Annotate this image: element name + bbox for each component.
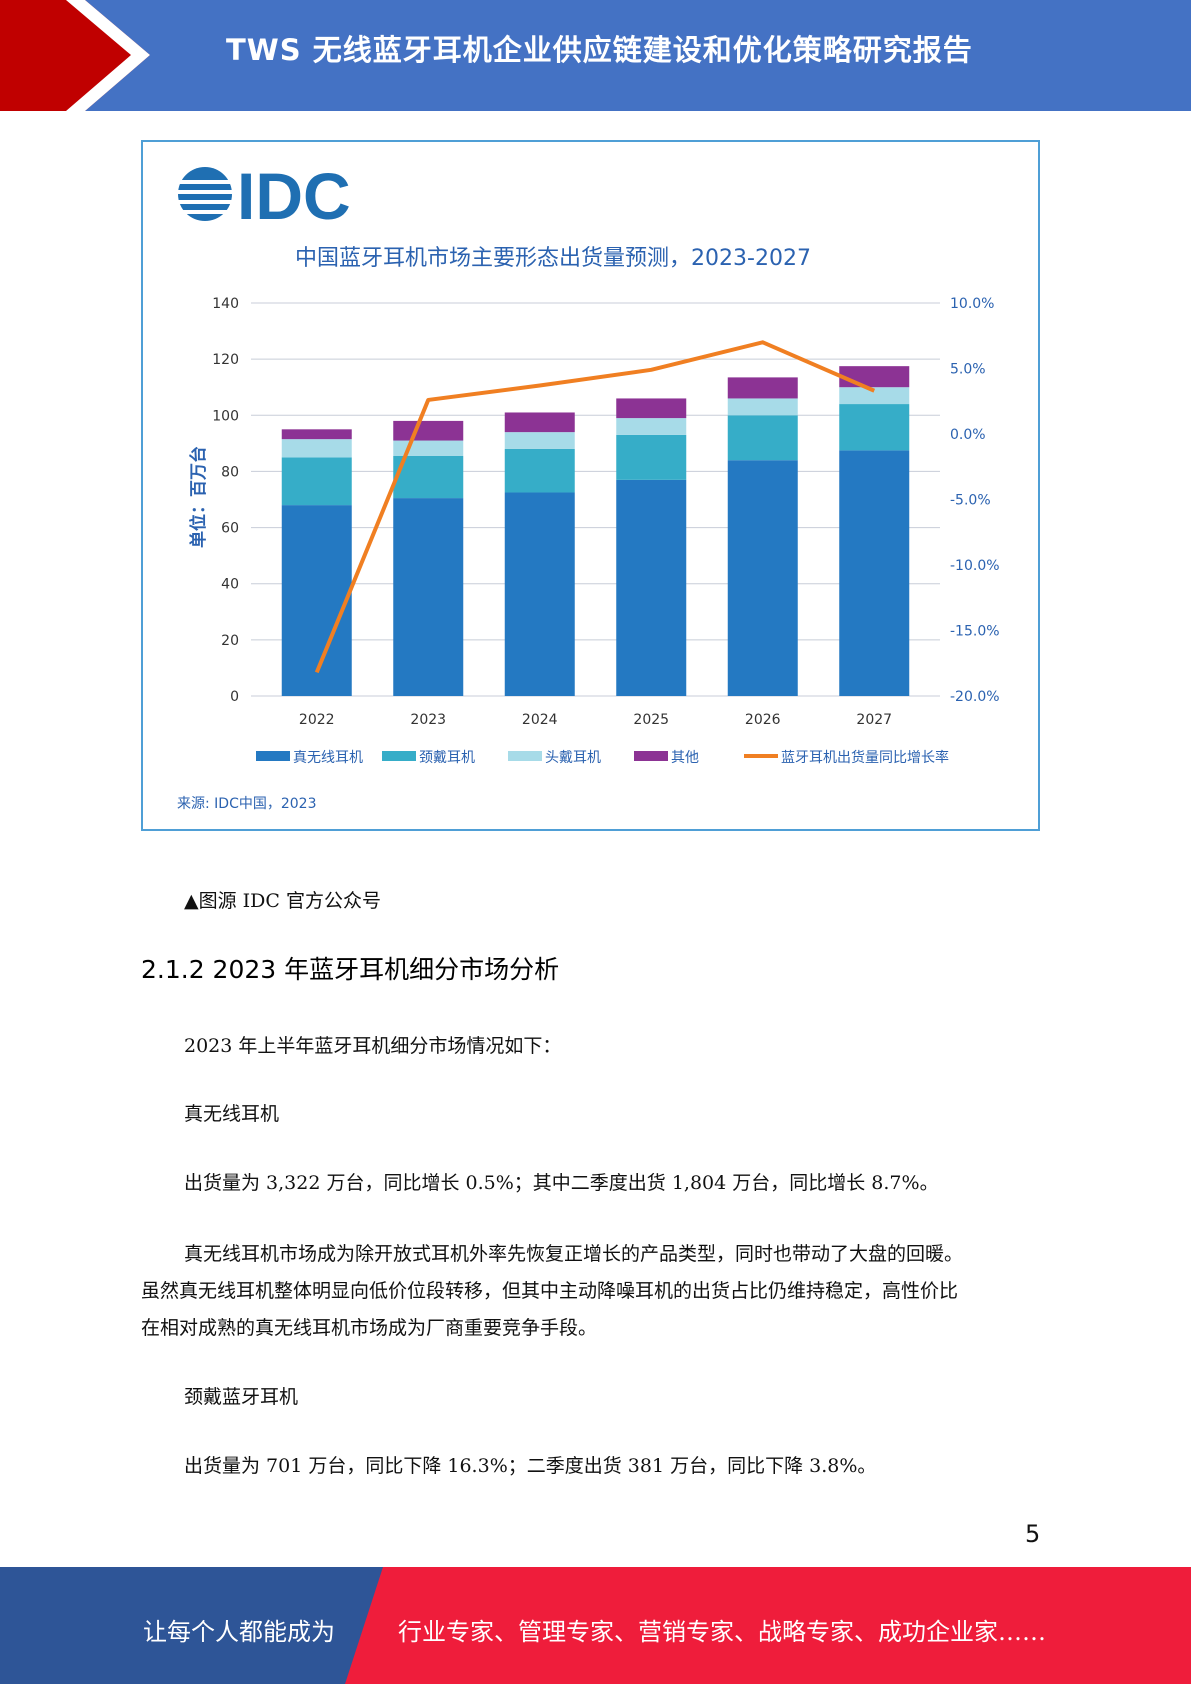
legend-swatch xyxy=(256,751,290,761)
y2-tick-label: -20.0% xyxy=(950,689,1000,705)
bar-segment xyxy=(727,460,798,696)
legend-label: 头戴耳机 xyxy=(545,750,601,766)
bar-series xyxy=(281,366,910,696)
legend-swatch xyxy=(382,751,416,761)
footer-banner: 让每个人都能成为 行业专家、管理专家、营销专家、战略专家、成功企业家…… xyxy=(0,1567,1191,1684)
page-number: 5 xyxy=(1025,1520,1041,1548)
y-tick-label: 120 xyxy=(212,352,239,368)
tws-analysis-paragraph: 真无线耳机市场成为除开放式耳机外率先恢复正增长的产品类型，同时也带动了大盘的回暖… xyxy=(141,1236,1071,1347)
y2-tick-label: -5.0% xyxy=(950,493,991,509)
y-tick-label: 100 xyxy=(212,408,239,424)
growth-line-series xyxy=(314,340,876,674)
subheading-neckband: 颈戴蓝牙耳机 xyxy=(184,1386,299,1408)
bar-segment xyxy=(616,418,687,435)
bar-segment xyxy=(393,455,464,499)
bar-segment xyxy=(393,420,464,441)
bar-segment xyxy=(616,434,687,480)
footer-slogan-left: 让每个人都能成为 xyxy=(143,1618,335,1646)
y2-tick-label: -10.0% xyxy=(950,558,1000,574)
bar-segment xyxy=(281,505,352,696)
y-axis-label: 单位：百万台 xyxy=(188,446,209,548)
bar-segment xyxy=(281,457,352,506)
bar-segment xyxy=(504,412,575,433)
y-tick-label: 60 xyxy=(221,521,239,537)
x-tick-label: 2022 xyxy=(299,712,335,728)
bar-segment xyxy=(839,404,910,451)
subheading-tws: 真无线耳机 xyxy=(184,1103,280,1125)
legend-swatch xyxy=(744,754,778,758)
bar-segment xyxy=(504,492,575,696)
tws-stats-paragraph: 出货量为 3,322 万台，同比增长 0.5%；其中二季度出货 1,804 万台… xyxy=(184,1172,939,1194)
section-heading: 2.1.2 2023 年蓝牙耳机细分市场分析 xyxy=(141,955,560,984)
y2-tick-label: 0.0% xyxy=(950,427,986,443)
idc-chart-figure: IDC 中国蓝牙耳机市场主要形态出货量预测，2023-2027 单位：百万台 0… xyxy=(141,140,1040,831)
y-tick-label: 0 xyxy=(230,689,239,705)
chart-source-note: 来源: IDC中国，2023 xyxy=(177,796,316,812)
idc-logo-icon: IDC xyxy=(176,159,351,233)
y-tick-label: 80 xyxy=(221,464,239,480)
gridlines xyxy=(251,302,940,697)
bar-segment xyxy=(281,439,352,458)
y-tick-label: 140 xyxy=(212,296,239,312)
y-tick-label: 40 xyxy=(221,577,239,593)
legend-swatch xyxy=(634,751,668,761)
bar-segment xyxy=(504,448,575,493)
chart-title: 中国蓝牙耳机市场主要形态出货量预测，2023-2027 xyxy=(295,246,811,271)
bar-segment xyxy=(281,429,352,440)
y2-tick-label: -15.0% xyxy=(950,624,1000,640)
legend-label: 真无线耳机 xyxy=(293,750,363,766)
y2-tick-label: 10.0% xyxy=(950,296,994,312)
x-tick-label: 2026 xyxy=(745,712,781,728)
x-tick-label: 2025 xyxy=(633,712,669,728)
bar-segment xyxy=(839,387,910,405)
paragraph-line: 虽然真无线耳机整体明显向低价位段转移，但其中主动降噪耳机的出货占比仍维持稳定，高… xyxy=(141,1280,959,1302)
legend-swatch xyxy=(508,751,542,761)
x-axis-ticks: 2022 2023 2024 2025 2026 2027 xyxy=(299,712,892,728)
bar-segment xyxy=(393,440,464,456)
figure-caption: ▲图源 IDC 官方公众号 xyxy=(184,890,381,912)
shipment-forecast-chart: IDC 中国蓝牙耳机市场主要形态出货量预测，2023-2027 单位：百万台 0… xyxy=(176,159,1000,812)
legend-label: 颈戴耳机 xyxy=(419,750,475,766)
bar-segment xyxy=(727,398,798,416)
x-tick-label: 2023 xyxy=(410,712,446,728)
bar-segment xyxy=(727,415,798,461)
footer-background xyxy=(0,1567,1191,1684)
idc-logo-text: IDC xyxy=(237,159,351,233)
legend-label: 其他 xyxy=(671,750,699,766)
x-tick-label: 2024 xyxy=(522,712,558,728)
bar-segment xyxy=(839,450,910,696)
paragraph-line: 在相对成熟的真无线耳机市场成为厂商重要竞争手段。 xyxy=(141,1317,598,1339)
growth-line xyxy=(314,340,876,674)
neckband-stats-paragraph: 出货量为 701 万台，同比下降 16.3%；二季度出货 381 万台，同比下降… xyxy=(184,1455,877,1477)
bar-segment xyxy=(616,479,687,696)
bar-segment xyxy=(616,398,687,419)
header-banner: TWS 无线蓝牙耳机企业供应链建设和优化策略研究报告 xyxy=(0,0,1191,111)
bar-segment xyxy=(504,432,575,449)
chart-legend: 真无线耳机 颈戴耳机 头戴耳机 其他 蓝牙耳机出货量同比增长率 xyxy=(256,749,949,766)
document-title: TWS 无线蓝牙耳机企业供应链建设和优化策略研究报告 xyxy=(226,33,973,67)
y2-tick-label: 5.0% xyxy=(950,362,986,378)
y2-axis-ticks: -20.0% -15.0% -10.0% -5.0% 0.0% 5.0% 10.0% xyxy=(950,296,1000,705)
intro-paragraph: 2023 年上半年蓝牙耳机细分市场情况如下： xyxy=(184,1035,562,1057)
bar-segment xyxy=(727,377,798,399)
y-tick-label: 20 xyxy=(221,633,239,649)
x-tick-label: 2027 xyxy=(856,712,892,728)
y-axis-ticks: 0 20 40 60 80 100 120 140 xyxy=(212,296,239,705)
footer-slogan-right: 行业专家、管理专家、营销专家、战略专家、成功企业家…… xyxy=(398,1618,1046,1646)
header-arrow-decoration xyxy=(0,0,150,111)
bar-segment xyxy=(393,498,464,696)
paragraph-line: 真无线耳机市场成为除开放式耳机外率先恢复正增长的产品类型，同时也带动了大盘的回暖… xyxy=(184,1243,964,1265)
legend-label: 蓝牙耳机出货量同比增长率 xyxy=(781,749,949,766)
bar-segment xyxy=(839,366,910,388)
